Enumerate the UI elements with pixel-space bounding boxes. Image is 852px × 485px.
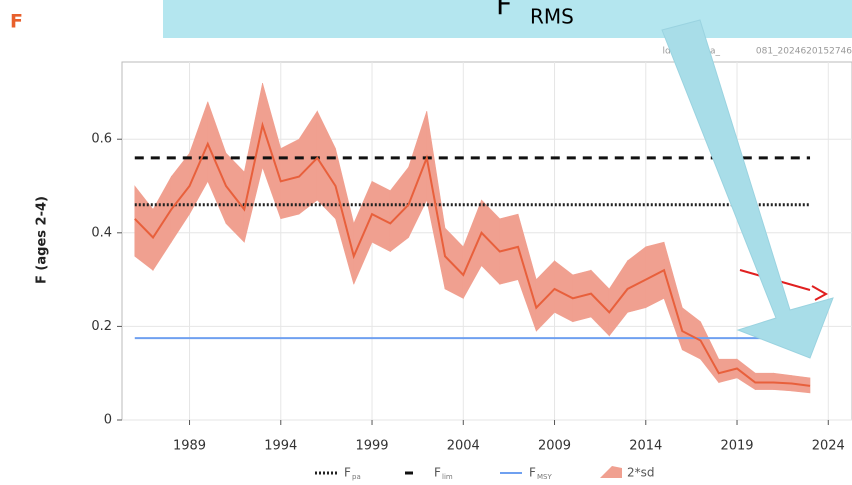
legend-subscript: MSY [537, 473, 552, 481]
banner [163, 0, 852, 38]
big-arrow [661, 19, 834, 359]
plot-area: 0 0.2 0.4 0.6 1989 1994 1999 2004 2009 2014 2019 20… [91, 61, 852, 481]
x-tick-label: 2009 [538, 439, 571, 454]
x-tick-label: 1989 [173, 439, 206, 454]
legend-subscript: lim [442, 473, 453, 481]
annotation: 081_2024620152746 [756, 47, 852, 57]
x-tick-label: 2004 [447, 439, 480, 454]
y-tick-label: 0.6 [91, 132, 112, 147]
x-tick-label: 1999 [355, 439, 388, 454]
panel-label: F [10, 11, 23, 33]
legend-subscript: pa [352, 473, 361, 481]
x-tick-label: 2019 [720, 439, 753, 454]
x-tick-label: 1994 [264, 439, 297, 454]
y-tick-label: 0.4 [91, 225, 112, 240]
y-tick-label: 0 [104, 413, 112, 428]
line [134, 121, 811, 387]
legend-label: F [344, 466, 351, 480]
banner-subscript: RMS [530, 5, 574, 29]
y-tick-label: 0.2 [91, 319, 112, 334]
overlay: F RMS [163, 0, 852, 359]
x-tick-label: 2014 [629, 439, 662, 454]
legend-label: 2*sd [627, 466, 655, 480]
banner-text: F [496, 0, 512, 21]
band-segment [754, 372, 774, 390]
x-tick-label: 2024 [812, 439, 845, 454]
legend-label: F [529, 466, 536, 480]
legend-swatch [600, 466, 622, 478]
y-axis-label: F (ages 2-4) [35, 196, 50, 284]
legend-label: F [434, 466, 441, 480]
